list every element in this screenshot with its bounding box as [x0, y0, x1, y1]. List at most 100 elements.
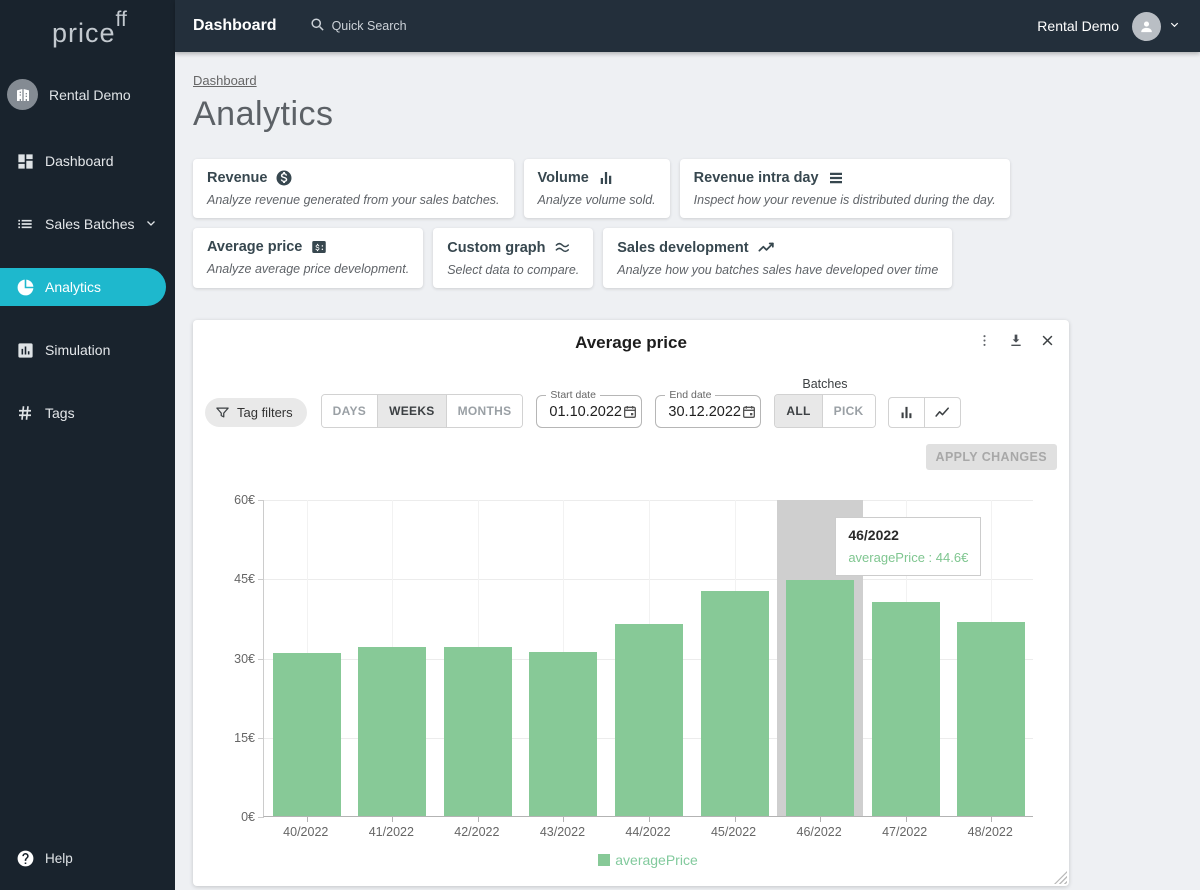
bar-chart-icon — [901, 406, 911, 419]
granularity-months[interactable]: MONTHS — [446, 395, 523, 427]
calendar-icon[interactable] — [622, 404, 638, 420]
average-price-panel: Average price — [193, 320, 1069, 886]
close-icon[interactable] — [1040, 333, 1055, 348]
main-content: Dashboard Analytics Revenue Analyze reve… — [175, 52, 1200, 890]
page-title: Analytics — [193, 95, 334, 133]
x-tick — [477, 816, 479, 822]
list-icon — [13, 214, 37, 234]
breadcrumb[interactable]: Dashboard — [193, 73, 257, 88]
download-icon[interactable] — [1008, 332, 1024, 348]
x-tick — [820, 816, 822, 822]
granularity-toggle: DAYS WEEKS MONTHS — [320, 394, 524, 428]
x-tick — [734, 816, 736, 822]
end-date-label: End date — [665, 389, 716, 401]
sidebar-item-dashboard[interactable]: Dashboard — [0, 142, 175, 180]
sidebar-item-sales-batches[interactable]: Sales Batches — [0, 205, 175, 243]
logo: priceff — [52, 8, 127, 48]
sidebar-item-label: Dashboard — [45, 153, 114, 169]
sidebar-item-simulation[interactable]: Simulation — [0, 331, 175, 369]
pie-chart-icon — [13, 278, 37, 297]
price-tag-icon — [310, 238, 328, 256]
bar[interactable] — [272, 653, 341, 816]
x-tick-label: 45/2022 — [710, 825, 757, 839]
card-desc: Select data to compare. — [447, 263, 580, 277]
card-revenue-intra-day[interactable]: Revenue intra day Inspect how your reven… — [679, 159, 1010, 218]
sidebar-item-label: Simulation — [45, 342, 111, 358]
x-axis-labels: 40/2022 41/2022 42/2022 43/2022 44/2022 45/20… — [263, 825, 1033, 843]
tooltip-value: averagePrice : 44.6€ — [848, 550, 969, 565]
line-chart-icon — [934, 407, 949, 417]
x-tick — [649, 816, 650, 822]
batches-pick[interactable]: PICK — [822, 395, 875, 427]
sidebar-item-label: Tags — [45, 405, 75, 421]
granularity-days[interactable]: DAYS — [321, 395, 379, 427]
user-menu[interactable]: Rental Demo — [1037, 11, 1180, 41]
sidebar: priceff Rental Demo Dashboard Sales Batc… — [0, 0, 175, 890]
start-date-field[interactable]: Start date 01.10.2022 — [536, 389, 643, 428]
bar[interactable] — [786, 580, 855, 816]
bar[interactable] — [615, 624, 683, 816]
funnel-icon — [216, 407, 229, 418]
start-date-value: 01.10.2022 — [549, 404, 622, 420]
user-name: Rental Demo — [1037, 18, 1119, 34]
card-desc: Analyze average price development. — [207, 262, 410, 276]
batches-label: Batches — [802, 377, 848, 391]
calendar-icon[interactable] — [741, 404, 757, 420]
topbar-title[interactable]: Dashboard — [193, 17, 277, 34]
card-volume[interactable]: Volume Analyze volume sold. — [523, 159, 670, 218]
granularity-weeks[interactable]: WEEKS — [378, 395, 447, 427]
x-tick — [306, 816, 308, 822]
panel-title: Average price — [575, 333, 687, 352]
card-average-price[interactable]: Average price Analyze average price deve… — [193, 228, 424, 288]
y-tick — [258, 817, 264, 818]
end-date-field[interactable]: End date 30.12.2022 — [655, 389, 762, 428]
y-tick-label: 0€ — [241, 810, 255, 824]
batches-toggle: ALL PICK — [774, 394, 876, 428]
org-name: Rental Demo — [49, 86, 131, 103]
poll-icon — [13, 341, 37, 360]
rows-icon — [827, 169, 845, 187]
sidebar-item-tags[interactable]: Tags — [0, 394, 175, 432]
x-tick-label: 43/2022 — [539, 825, 586, 839]
org-selector[interactable]: Rental Demo — [0, 69, 175, 120]
y-tick-label: 45€ — [234, 572, 255, 587]
y-tick — [258, 737, 264, 739]
y-tick-label: 30€ — [234, 651, 255, 666]
chart-plot[interactable]: 46/2022 averagePrice : 44.6€ 0€ 15€ 30€ 45€… — [234, 493, 1033, 824]
bar[interactable] — [871, 602, 940, 816]
line-chart-type-button[interactable] — [925, 398, 960, 427]
card-title: Revenue — [207, 170, 268, 186]
x-tick — [392, 816, 394, 822]
x-tick-label: 41/2022 — [368, 825, 414, 839]
sidebar-nav: Dashboard Sales Batches Analytics — [0, 142, 175, 457]
batches-all[interactable]: ALL — [775, 395, 823, 427]
y-tick-label: 60€ — [234, 493, 255, 507]
y-tick — [258, 500, 264, 501]
card-revenue[interactable]: Revenue Analyze revenue generated from y… — [193, 159, 514, 218]
kebab-menu-icon[interactable] — [977, 333, 992, 348]
chart-type-toggle — [887, 397, 961, 428]
trend-icon — [757, 238, 776, 257]
bar[interactable] — [957, 622, 1026, 816]
bar[interactable] — [358, 646, 427, 816]
bar-chart-type-button[interactable] — [889, 398, 925, 427]
waves-icon — [554, 238, 573, 257]
sidebar-item-label: Sales Batches — [45, 216, 135, 232]
card-custom-graph[interactable]: Custom graph Select data to compare. — [433, 228, 594, 288]
bar[interactable] — [529, 652, 598, 816]
sidebar-item-help[interactable]: Help — [0, 839, 175, 890]
bar[interactable] — [700, 591, 769, 816]
tag-filters-button[interactable]: Tag filters — [205, 398, 307, 427]
quick-search[interactable]: Quick Search — [303, 17, 407, 35]
bar[interactable] — [443, 647, 512, 816]
sidebar-item-analytics[interactable]: Analytics — [0, 268, 166, 306]
resize-handle[interactable] — [1054, 871, 1067, 884]
chevron-down-icon — [1169, 17, 1180, 35]
card-desc: Inspect how your revenue is distributed … — [693, 193, 996, 207]
chart-legend: averagePrice — [263, 852, 1033, 868]
x-tick-label: 47/2022 — [882, 825, 928, 839]
apply-changes-button[interactable]: APPLY CHANGES — [925, 444, 1057, 470]
card-sales-development[interactable]: Sales development Analyze how you batche… — [603, 228, 953, 288]
x-tick-label: 40/2022 — [283, 825, 329, 839]
x-tick-label: 46/2022 — [796, 825, 842, 839]
